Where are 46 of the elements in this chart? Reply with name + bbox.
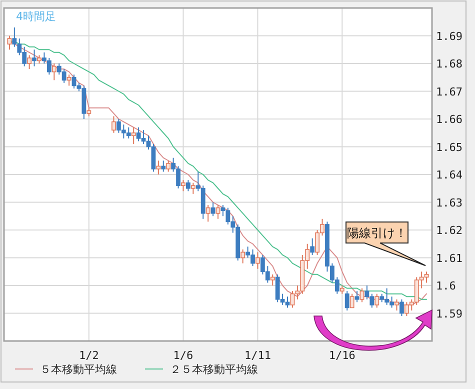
candlestick xyxy=(354,290,360,303)
candlestick xyxy=(32,49,36,67)
y-tick-label: 1.65 xyxy=(436,140,462,154)
y-tick-label: 1.59 xyxy=(436,307,462,320)
candlestick xyxy=(131,126,136,144)
candlestick xyxy=(156,160,161,175)
y-tick-label: 1.66 xyxy=(436,113,462,126)
y-tick-label: 1.68 xyxy=(436,58,462,70)
candlestick xyxy=(400,298,404,317)
y-tick-label: 1.69 xyxy=(436,30,462,43)
chart-title: 4時間足 xyxy=(16,10,56,23)
y-tick-label: 1.62 xyxy=(436,224,462,237)
candlestick xyxy=(216,204,220,220)
candlestick xyxy=(161,160,166,172)
candlestick xyxy=(166,160,171,172)
candlestick xyxy=(374,293,380,308)
y-tick-label: 1.6 xyxy=(436,280,456,292)
x-tick-label: 1/16 xyxy=(328,349,356,362)
candlestick xyxy=(190,182,196,194)
legend-label: ２５本移動平均線 xyxy=(170,363,258,376)
candlestick xyxy=(210,202,216,217)
legend-label: ５本移動平均線 xyxy=(40,363,117,376)
candlestick xyxy=(206,204,210,222)
x-tick-label: 1/11 xyxy=(244,349,271,362)
candlestick xyxy=(394,298,399,311)
candlestick xyxy=(7,35,12,50)
candlestick xyxy=(27,54,32,70)
y-tick-label: 1.67 xyxy=(436,85,462,98)
candlestick xyxy=(270,274,275,286)
candlestick xyxy=(310,238,315,256)
y-tick-label: 1.63 xyxy=(436,196,462,210)
candlestick xyxy=(256,252,260,270)
candlestick xyxy=(350,293,354,308)
candlestick xyxy=(360,288,364,303)
candlestick xyxy=(112,116,116,134)
candlestick xyxy=(344,290,350,311)
x-tick-label: 1/2 xyxy=(78,349,99,362)
candlestick xyxy=(181,180,186,192)
candlestick xyxy=(52,63,56,81)
candlestick xyxy=(66,74,72,86)
x-tick-label: 1/6 xyxy=(173,349,194,362)
y-tick-label: 1.61 xyxy=(436,252,462,265)
y-tick-label: 1.64 xyxy=(436,168,463,182)
candlestick xyxy=(186,180,190,192)
candlestick xyxy=(240,248,246,264)
annotation: 陽線引け！ xyxy=(347,226,407,240)
